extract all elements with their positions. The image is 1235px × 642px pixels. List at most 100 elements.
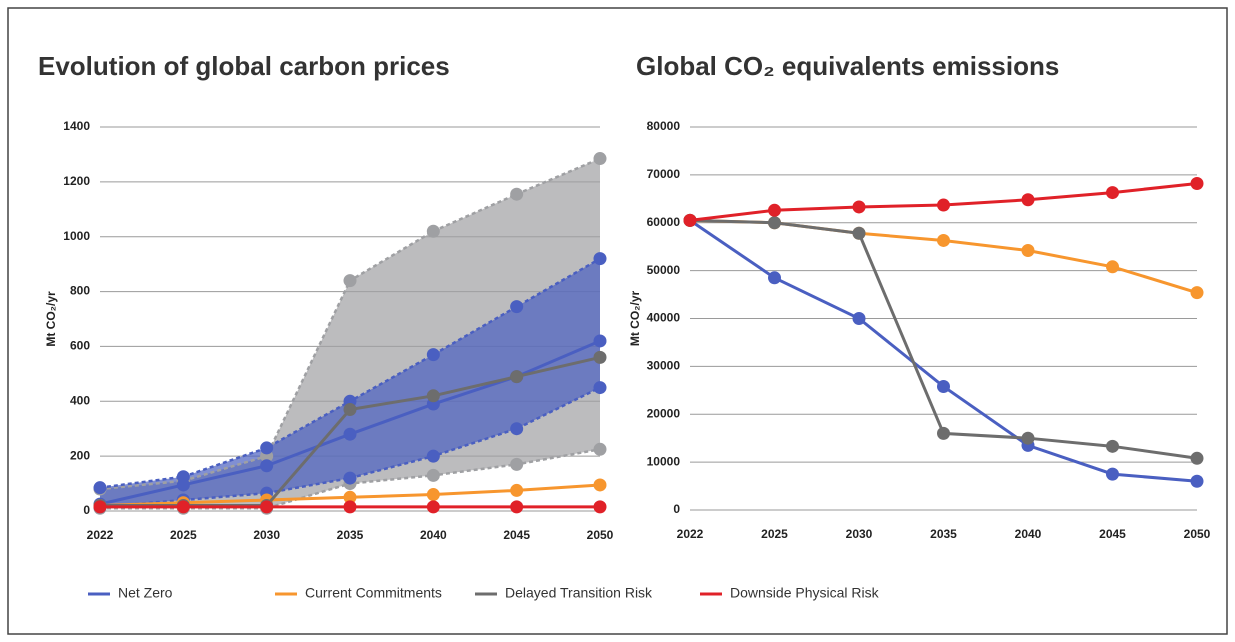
x-tick-label: 2030 [846, 527, 873, 541]
band-marker [426, 348, 440, 362]
series-marker [852, 200, 866, 214]
legend-label: Current Commitments [305, 585, 442, 601]
series-marker [593, 334, 607, 348]
series-marker [343, 403, 357, 417]
x-tick-label: 2045 [503, 528, 530, 542]
series-marker [1021, 244, 1035, 258]
x-tick-label: 2040 [420, 528, 447, 542]
y-tick-label: 70000 [647, 167, 681, 181]
x-tick-label: 2035 [930, 527, 957, 541]
series-line [689, 218, 1198, 460]
series-marker [593, 350, 607, 364]
series-marker [768, 203, 781, 217]
y-tick-label: 800 [70, 284, 90, 298]
y-tick-label: 10000 [647, 454, 681, 468]
x-tick-label: 2045 [1099, 527, 1126, 541]
series-marker [937, 379, 950, 393]
series-marker [93, 500, 107, 514]
series-marker [937, 426, 950, 440]
y-tick-label: 1400 [63, 119, 90, 133]
legend-label: Net Zero [118, 585, 173, 601]
series-marker [593, 500, 607, 514]
series-marker [343, 427, 357, 441]
series-marker [260, 459, 274, 473]
band-marker [593, 381, 607, 395]
band-marker [510, 187, 524, 201]
y-tick-label: 50000 [647, 263, 681, 277]
series-marker [937, 233, 950, 247]
y-tick-label: 20000 [647, 406, 681, 420]
series-marker [510, 370, 524, 384]
series-marker [768, 216, 781, 230]
series-marker [426, 389, 440, 403]
x-tick-label: 2030 [253, 528, 280, 542]
series-marker [1190, 286, 1204, 300]
series-marker [1021, 193, 1035, 207]
y-tick-label: 30000 [647, 359, 681, 373]
x-tick-label: 2025 [761, 527, 788, 541]
series-marker [1106, 467, 1119, 481]
y-tick-label: 0 [83, 503, 90, 517]
series-marker [426, 500, 440, 514]
series-marker [510, 483, 524, 497]
series-marker [426, 488, 440, 502]
series-marker [852, 312, 866, 325]
series-marker [852, 226, 866, 240]
band-marker [593, 152, 607, 166]
series-marker [683, 213, 697, 227]
series-marker [1190, 176, 1204, 190]
series-marker [260, 500, 274, 514]
y-tick-label: 400 [70, 393, 90, 407]
band-marker [426, 449, 440, 463]
y-tick-label: 80000 [647, 119, 681, 133]
series-marker [593, 478, 607, 492]
series-marker [343, 500, 357, 514]
band-marker [426, 224, 440, 238]
band-marker [93, 481, 107, 495]
y-tick-label: 600 [70, 339, 90, 353]
y-axis-label: Mt CO₂/yr [628, 291, 642, 347]
series-marker [1106, 439, 1119, 453]
series-marker [768, 271, 781, 285]
band-marker [593, 442, 607, 456]
series-marker [1106, 260, 1119, 274]
band-marker [593, 252, 607, 266]
band-marker [510, 457, 524, 471]
y-axis-label: Mt CO₂/yr [44, 291, 58, 347]
frame [7, 7, 1228, 635]
x-tick-label: 2022 [87, 528, 114, 542]
band-marker [343, 274, 357, 288]
legend-label: Downside Physical Risk [730, 585, 880, 601]
series-marker [1190, 451, 1204, 465]
x-tick-label: 2025 [170, 528, 197, 542]
x-tick-label: 2040 [1015, 527, 1042, 541]
x-tick-label: 2050 [587, 528, 614, 542]
y-tick-label: 60000 [647, 215, 681, 229]
series-marker [510, 500, 524, 514]
x-tick-label: 2050 [1184, 527, 1211, 541]
y-tick-label: 200 [70, 448, 90, 462]
series-line [689, 219, 1198, 483]
series-line [689, 218, 1198, 295]
x-tick-label: 2035 [337, 528, 364, 542]
chart-title: Global CO₂ equivalents emissions [636, 51, 1059, 81]
series-marker [1106, 186, 1119, 200]
series-marker [937, 198, 950, 212]
series-marker [1021, 431, 1035, 445]
legend-label: Delayed Transition Risk [505, 585, 653, 601]
y-tick-label: 0 [673, 502, 680, 516]
band-marker [510, 300, 524, 314]
band-marker [426, 468, 440, 482]
series-marker [176, 478, 190, 492]
series-marker [176, 500, 190, 514]
series-marker [1190, 474, 1204, 488]
band-marker [343, 471, 357, 485]
band-marker [260, 441, 274, 455]
band-marker [510, 422, 524, 436]
x-tick-label: 2022 [677, 527, 704, 541]
series-marker [343, 490, 357, 504]
chart-title: Evolution of global carbon prices [38, 51, 450, 81]
y-tick-label: 40000 [647, 311, 681, 325]
